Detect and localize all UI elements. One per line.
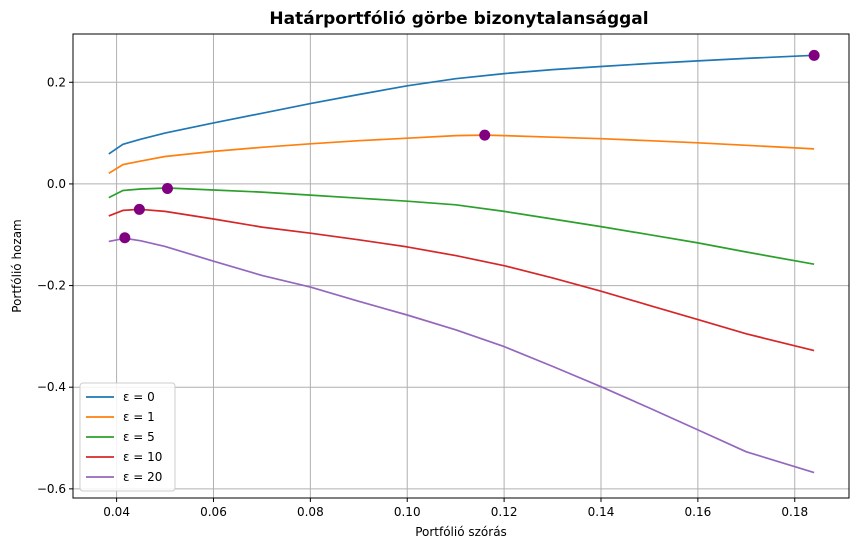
x-tick-label: 0.12 (491, 505, 518, 519)
optimum-point (479, 129, 491, 141)
y-axis-label: Portfólió hozam (10, 219, 24, 312)
x-axis-label: Portfólió szórás (415, 525, 507, 539)
series-line (108, 237, 815, 474)
y-tick-label: −0.2 (37, 279, 66, 293)
chart-title: Határportfólió görbe bizonytalansággal (269, 9, 648, 29)
series-line (108, 187, 815, 266)
grid (73, 34, 849, 498)
x-tick-label: 0.18 (781, 505, 808, 519)
y-tick-label: −0.4 (37, 380, 66, 394)
x-tick-label: 0.08 (297, 505, 324, 519)
x-tick-label: 0.06 (200, 505, 227, 519)
legend-label: ε = 5 (123, 430, 155, 444)
series-layer (108, 54, 815, 474)
x-tick-label: 0.10 (394, 505, 421, 519)
y-tick-label: −0.6 (37, 482, 66, 496)
y-tick-label: 0.2 (47, 75, 66, 89)
series-line (108, 208, 815, 352)
legend-label: ε = 10 (123, 450, 162, 464)
x-tick-label: 0.14 (588, 505, 615, 519)
optimum-markers (119, 49, 820, 244)
legend-label: ε = 0 (123, 390, 155, 404)
optimum-point (808, 49, 820, 61)
legend-box (79, 382, 176, 492)
x-tick-label: 0.16 (685, 505, 712, 519)
x-tick-label: 0.04 (103, 505, 130, 519)
legend-label: ε = 20 (123, 470, 162, 484)
plot-frame (72, 33, 850, 499)
x-axis-ticks: 0.04 0.06 0.08 0.10 0.12 0.14 0.16 0.18 (103, 498, 808, 519)
series-line (108, 134, 815, 175)
y-tick-label: 0.0 (47, 177, 66, 191)
optimum-point (161, 182, 173, 194)
legend: ε = 0 ε = 1 ε = 5 ε = 10 ε = 20 (79, 382, 176, 492)
optimum-point (119, 232, 131, 244)
optimum-point (133, 203, 145, 215)
legend-label: ε = 1 (123, 410, 155, 424)
y-axis-ticks: 0.2 0.0 −0.2 −0.4 −0.6 (37, 75, 73, 496)
series-line (108, 54, 815, 155)
